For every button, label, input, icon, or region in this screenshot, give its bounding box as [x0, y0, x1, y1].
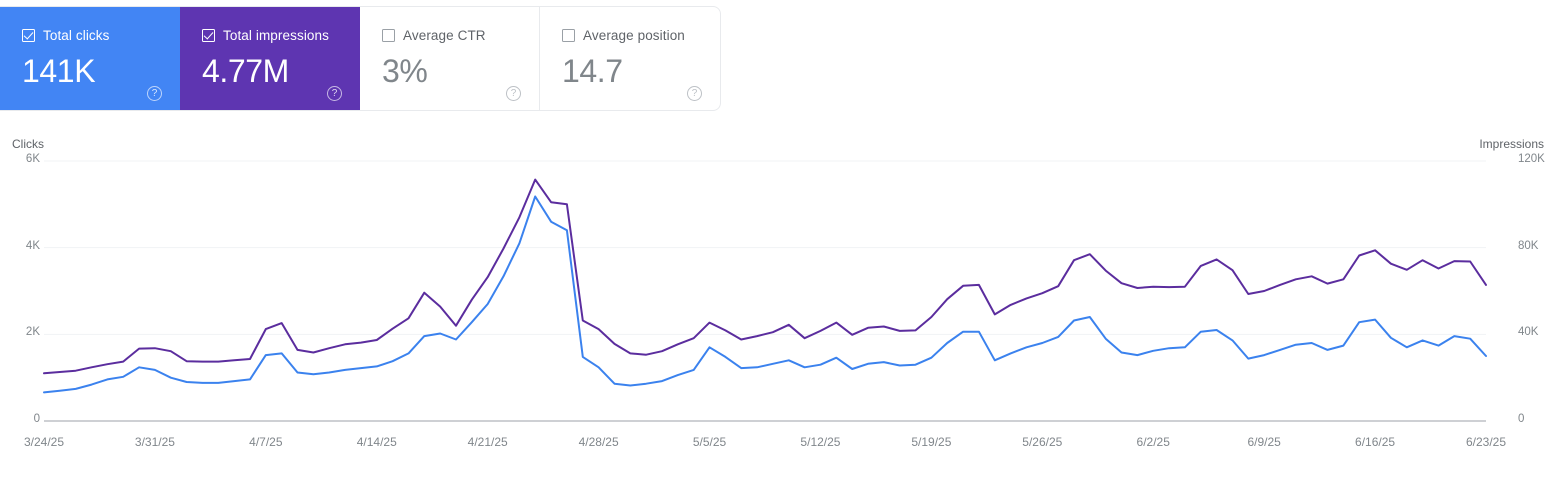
metric-header: Total impressions — [202, 27, 360, 43]
metric-value: 3% — [382, 53, 428, 89]
x-axis-tick: 3/31/25 — [134, 435, 175, 449]
x-axis-tick: 4/14/25 — [356, 435, 397, 449]
x-axis-tick: 6/2/25 — [1136, 435, 1170, 449]
x-axis-tick: 5/12/25 — [800, 435, 841, 449]
left-axis-tick: 2K — [25, 326, 40, 339]
checkbox-icon[interactable] — [382, 28, 395, 42]
left-axis-tick: 4K — [25, 239, 40, 252]
metric-value: 14.7 — [562, 53, 623, 89]
x-axis-tick: 5/19/25 — [911, 435, 952, 449]
metric-label: Average CTR — [403, 27, 486, 43]
metric-card-total-clicks[interactable]: Total clicks 141K? — [0, 7, 180, 110]
x-axis-tick: 5/26/25 — [1022, 435, 1063, 449]
chart-plot-area[interactable] — [0, 130, 1556, 477]
metric-header: Average CTR — [382, 27, 539, 43]
left-axis-title: Clicks — [12, 137, 44, 151]
x-axis-tick: 6/23/25 — [1465, 435, 1507, 449]
metric-label: Total impressions — [223, 27, 329, 43]
right-axis-tick: 120K — [1518, 153, 1545, 165]
metric-value: 141K — [22, 53, 96, 89]
metric-card-total-impressions[interactable]: Total impressions 4.77M? — [180, 7, 360, 110]
metric-header: Total clicks — [22, 27, 180, 43]
x-axis-tick: 5/5/25 — [692, 435, 727, 449]
metric-card-average-position[interactable]: Average position 14.7? — [540, 7, 720, 110]
help-icon[interactable]: ? — [327, 86, 342, 101]
help-icon[interactable]: ? — [506, 86, 521, 101]
right-axis-tick: 40K — [1518, 326, 1539, 339]
checkbox-icon[interactable] — [202, 28, 215, 42]
performance-chart: Clicks Impressions 0 2K 4K 6K 0 40K 80K 120K 3… — [0, 130, 1556, 477]
x-axis-tick: 3/24/25 — [23, 435, 65, 449]
x-axis-tick: 6/16/25 — [1355, 435, 1396, 449]
metric-label: Total clicks — [43, 27, 110, 43]
metric-cards-group: Total clicks 141K? Total impressions 4.77M?… — [0, 6, 721, 111]
metric-value: 4.77M — [202, 53, 289, 89]
x-axis-tick: 6/9/25 — [1247, 435, 1281, 449]
series-line-total-impressions — [43, 178, 1487, 375]
left-axis-tick: 0 — [33, 413, 40, 425]
metric-card-average-ctr[interactable]: Average CTR 3%? — [360, 7, 540, 110]
metric-header: Average position — [562, 27, 720, 43]
metric-label: Average position — [583, 27, 685, 43]
checkbox-icon[interactable] — [562, 28, 575, 42]
left-axis-tick: 6K — [25, 153, 40, 165]
help-icon[interactable]: ? — [147, 86, 162, 101]
series-line-total-clicks — [43, 195, 1487, 394]
x-axis-tick: 4/21/25 — [467, 435, 508, 449]
x-axis-tick: 4/28/25 — [578, 435, 619, 449]
checkbox-icon[interactable] — [22, 28, 35, 42]
help-icon[interactable]: ? — [687, 86, 702, 101]
right-axis-tick: 0 — [1518, 413, 1525, 425]
right-axis-tick: 80K — [1518, 239, 1539, 252]
right-axis-title: Impressions — [1479, 137, 1544, 151]
x-axis-tick: 4/7/25 — [249, 435, 283, 449]
